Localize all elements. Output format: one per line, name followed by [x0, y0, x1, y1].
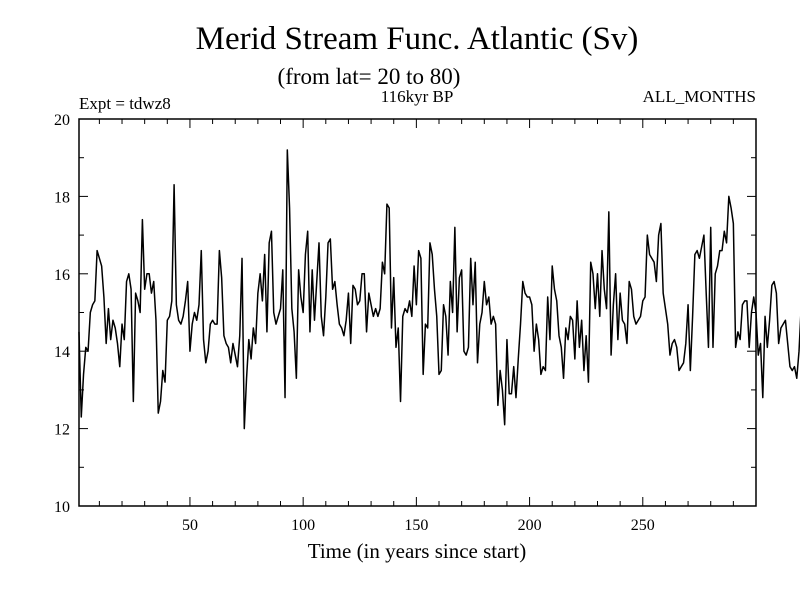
- x-tick-label: 50: [182, 517, 198, 534]
- x-tick-labels: 50 100 150 200 250: [182, 517, 655, 534]
- x-axis-label: Time (in years since start): [308, 539, 527, 563]
- y-tick-label: 12: [54, 422, 70, 439]
- chart-subtitle: (from lat= 20 to 80): [278, 64, 461, 89]
- y-tick-label: 20: [54, 112, 70, 129]
- x-tick-label: 250: [631, 517, 655, 534]
- axis-ticks: [79, 118, 756, 507]
- stream-function-line: [78, 149, 800, 430]
- y-tick-label: 16: [54, 267, 70, 284]
- x-tick-label: 200: [518, 517, 542, 534]
- x-tick-label: 100: [291, 517, 315, 534]
- y-tick-label: 14: [54, 344, 70, 361]
- period-label: 116kyr BP: [381, 87, 454, 106]
- y-tick-label: 18: [54, 189, 70, 206]
- months-label: ALL_MONTHS: [643, 87, 756, 106]
- chart-title: Merid Stream Func. Atlantic (Sv): [196, 21, 639, 57]
- experiment-label: Expt = tdwz8: [79, 94, 171, 113]
- plot-frame: [78, 118, 757, 507]
- y-tick-labels: 10 12 14 16 18 20: [54, 112, 70, 516]
- x-tick-label: 150: [404, 517, 428, 534]
- y-tick-label: 10: [54, 499, 70, 516]
